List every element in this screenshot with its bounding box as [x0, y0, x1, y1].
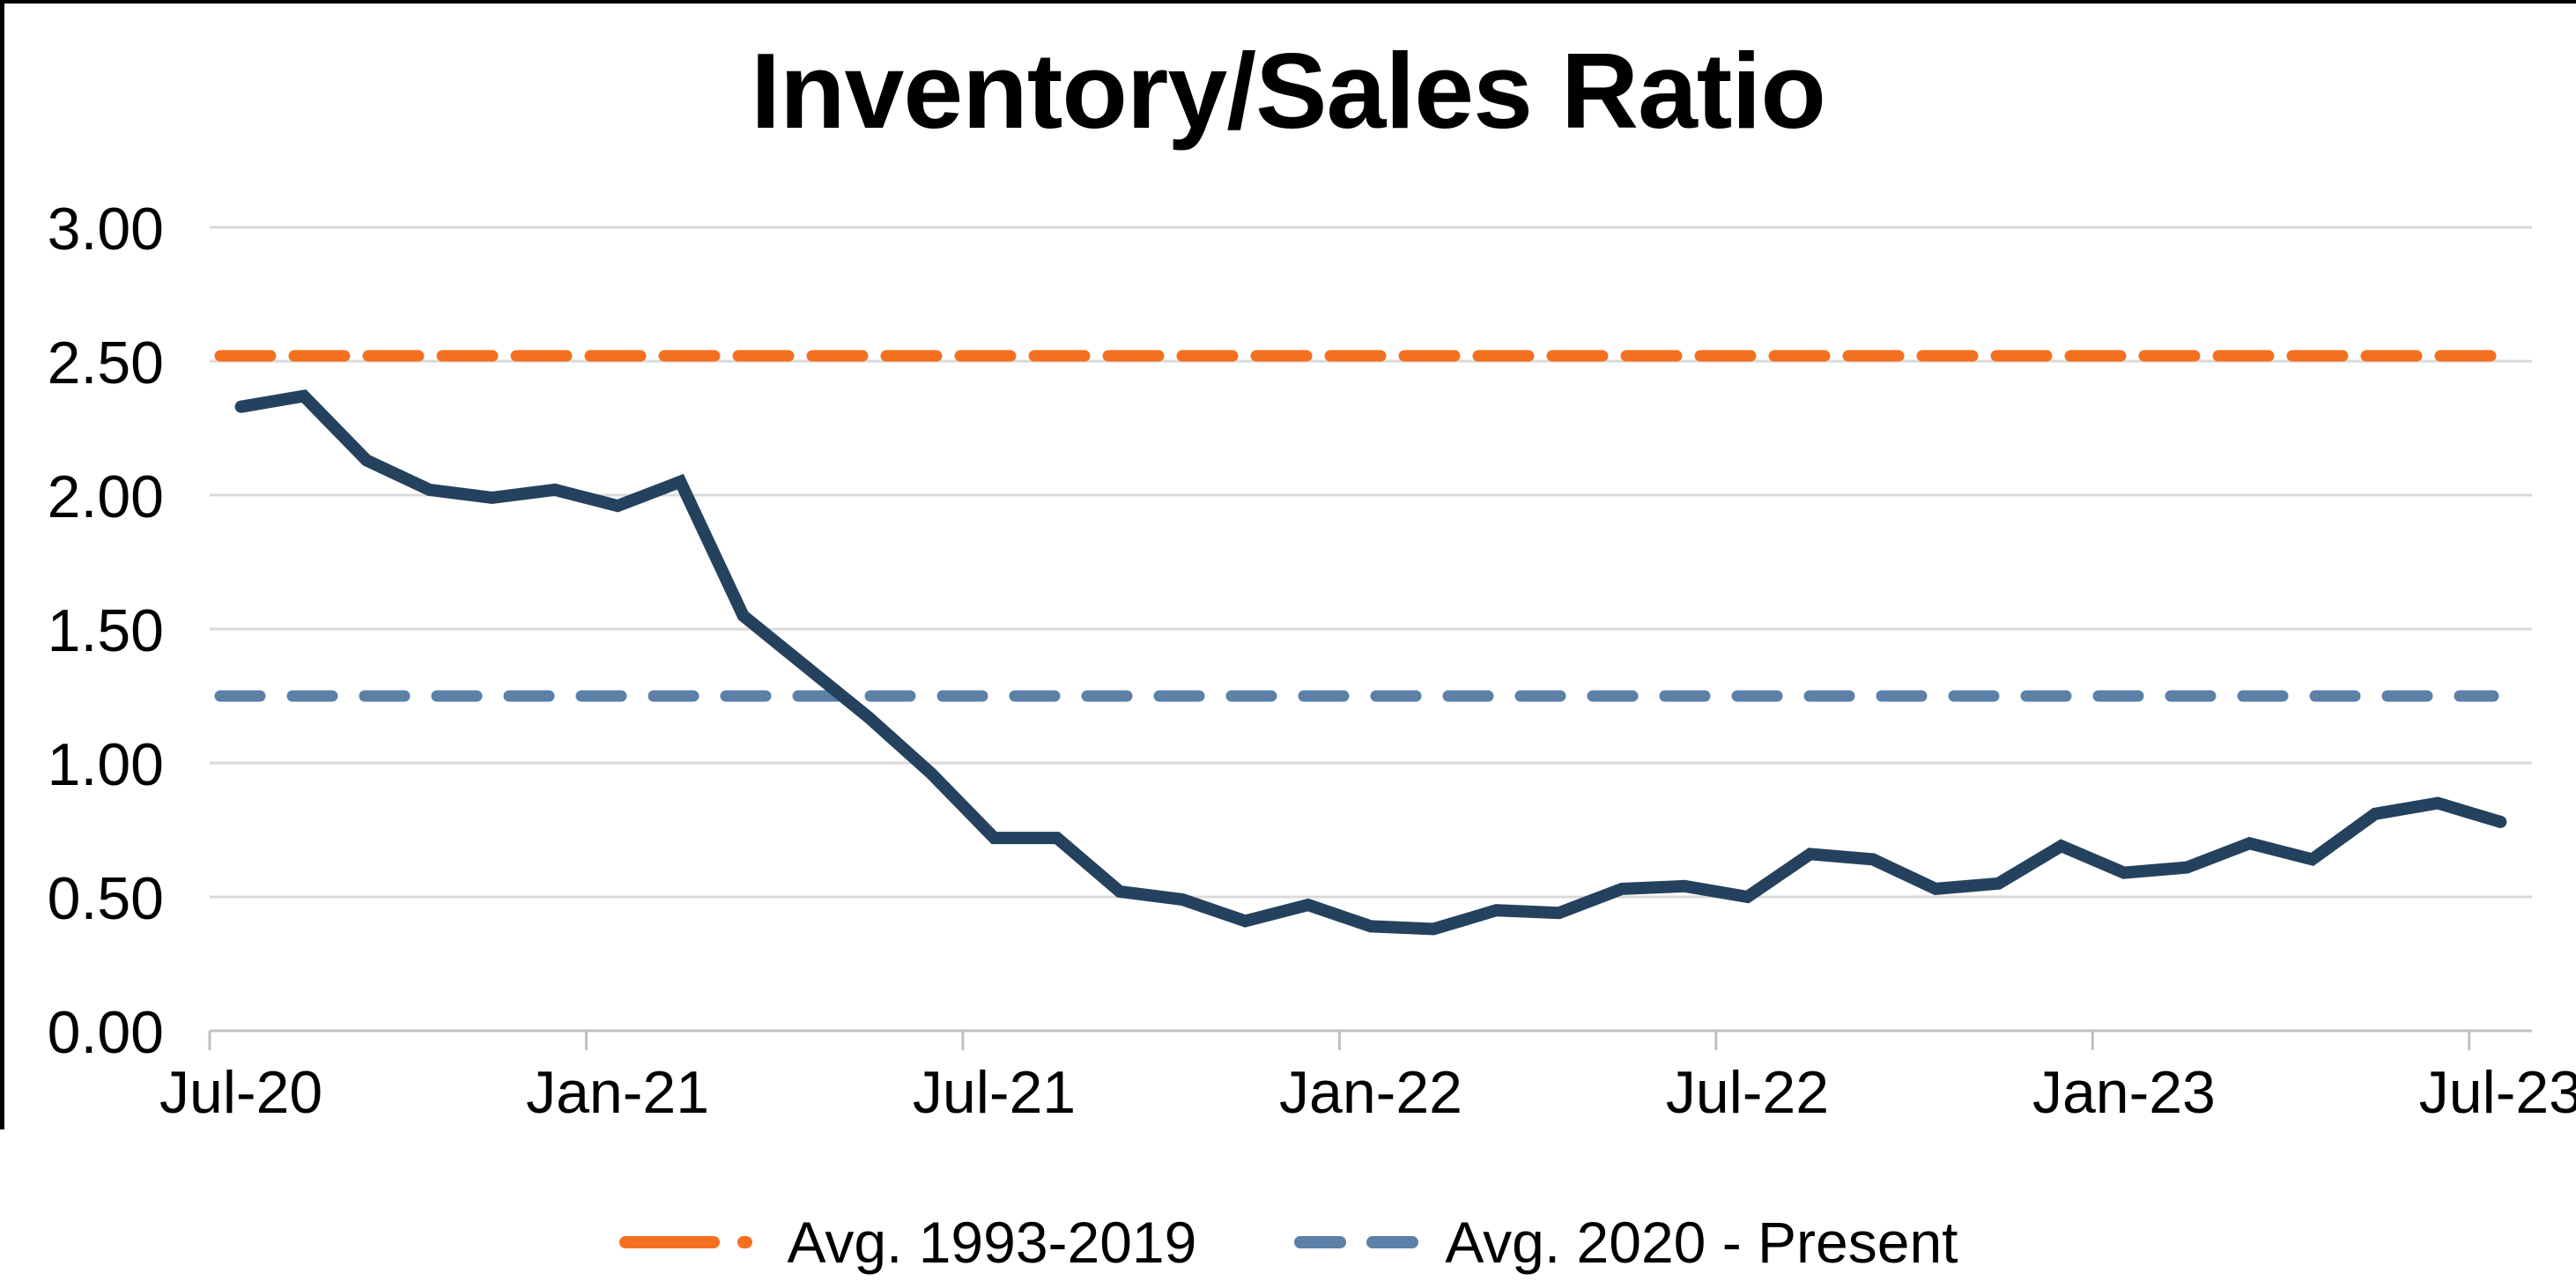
- legend: Avg. 1993-2019 Avg. 2020 - Present: [0, 1209, 2576, 1276]
- y-tick-label: 0.00: [48, 999, 164, 1066]
- y-tick-label: 2.00: [48, 463, 164, 530]
- legend-label-avg-1993-2019: Avg. 1993-2019: [787, 1210, 1197, 1275]
- y-tick-label: 1.00: [48, 731, 164, 798]
- x-tick-label: Jan-21: [526, 1059, 709, 1126]
- y-tick-label: 1.50: [48, 597, 164, 664]
- x-tick-label: Jul-20: [159, 1059, 322, 1126]
- x-tick-label: Jul-23: [2419, 1059, 2576, 1126]
- blue-dashed-line-sample: [1294, 1236, 1425, 1248]
- inventory-sales-ratio-line: [234, 389, 2507, 936]
- left-border-line: [0, 0, 4, 1129]
- y-tick-label: 2.50: [48, 330, 164, 396]
- x-tick-label: Jul-22: [1666, 1059, 1829, 1126]
- y-tick-label: 3.00: [48, 196, 164, 263]
- x-tick-label: Jan-23: [2032, 1059, 2216, 1126]
- orange-dashed-line-sample: [618, 1236, 767, 1248]
- legend-item-avg-1993-2019: Avg. 1993-2019: [618, 1209, 1197, 1276]
- chart-title: Inventory/Sales Ratio: [751, 31, 1826, 151]
- legend-item-avg-2020-present: Avg. 2020 - Present: [1293, 1209, 1958, 1276]
- top-border-line: [0, 0, 2576, 4]
- x-tick-label: Jan-22: [1279, 1059, 1462, 1126]
- legend-label-avg-2020-present: Avg. 2020 - Present: [1445, 1210, 1958, 1275]
- x-tick-label: Jul-21: [913, 1059, 1076, 1126]
- y-tick-label: 0.50: [48, 865, 164, 932]
